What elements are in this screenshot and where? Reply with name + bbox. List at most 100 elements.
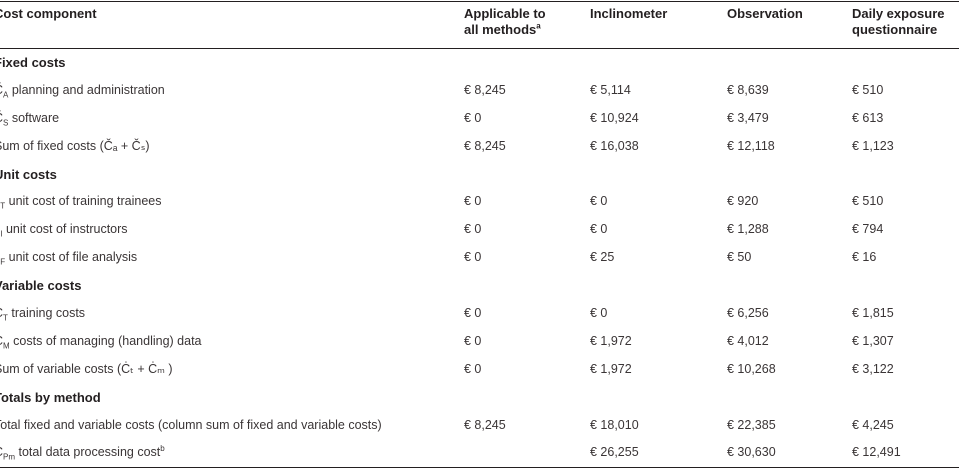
row-label-text: Sum of fixed costs (Čₐ + Čₛ) xyxy=(0,138,150,153)
value-cell: € 1,288 xyxy=(727,222,769,237)
value-cell: € 0 xyxy=(464,306,482,321)
table-row: ČA planning and administration € 8,245 € 5… xyxy=(0,77,959,105)
table-row: cI unit cost of instructors € 0 € 0 € 1,288… xyxy=(0,216,959,244)
header-label: Cost component xyxy=(0,6,97,21)
value-cell: € 8,245 xyxy=(464,82,506,97)
row-label-text: unit cost of file analysis xyxy=(5,250,138,265)
value-cell: € 1,307 xyxy=(852,333,894,348)
row-label: ČS software xyxy=(0,105,59,133)
value-cell: € 30,630 xyxy=(727,445,776,460)
cost-symbol-subscript: T xyxy=(3,313,8,323)
value-cell: € 510 xyxy=(852,194,884,209)
row-label: cT unit cost of training trainees xyxy=(0,188,161,216)
value-cell: € 0 xyxy=(464,222,482,237)
value-cell: € 50 xyxy=(727,250,752,265)
table-bottom-rule xyxy=(0,467,959,468)
value-cell: € 0 xyxy=(590,194,608,209)
table-row: Sum of fixed costs (Čₐ + Čₛ) € 8,245 € 16,… xyxy=(0,133,959,161)
cost-symbol-subscript: S xyxy=(3,118,9,128)
table-header: Cost component Applicable to all methods… xyxy=(0,6,959,46)
table-row: ĊT training costs € 0 € 0 € 6,256 € 1,815 xyxy=(0,300,959,328)
value-cell: € 8,245 xyxy=(464,138,506,153)
value-cell: € 1,815 xyxy=(852,306,894,321)
header-label: Applicable to xyxy=(464,6,546,21)
row-label: Sum of fixed costs (Čₐ + Čₛ) xyxy=(0,133,150,161)
value-cell: € 510 xyxy=(852,82,884,97)
header-label-line2: questionnaire xyxy=(852,22,938,37)
section-heading-text: Variable costs xyxy=(0,278,82,294)
value-cell: € 0 xyxy=(464,361,482,376)
section-row: Unit costs xyxy=(0,161,959,189)
cost-symbol-subscript: Pm xyxy=(3,452,16,462)
footnote-marker-b: b xyxy=(160,444,165,454)
section-row: Fixed costs xyxy=(0,49,959,77)
section-heading-text: Fixed costs xyxy=(0,55,66,70)
row-label-text: unit cost of instructors xyxy=(2,222,128,237)
cost-symbol: Ċ xyxy=(0,306,3,320)
cost-symbol-subscript: M xyxy=(3,341,10,351)
cost-symbol-subscript: I xyxy=(0,229,3,239)
value-cell: € 3,479 xyxy=(727,110,769,125)
table-row: ČS software € 0 € 10,924 € 3,479 € 613 xyxy=(0,105,959,133)
value-cell: € 26,255 xyxy=(590,445,639,460)
header-label: Observation xyxy=(727,6,803,21)
section-row: Totals by method xyxy=(0,384,959,412)
table-row: Total fixed and variable costs (column s… xyxy=(0,412,959,440)
header-label: Daily exposure xyxy=(852,6,945,21)
value-cell: € 0 xyxy=(590,222,608,237)
table-row: CPm total data processing costb € 26,255 €… xyxy=(0,439,959,467)
row-label: ĊT training costs xyxy=(0,300,85,328)
section-heading: Fixed costs xyxy=(0,49,66,77)
cost-symbol: Č xyxy=(0,111,3,125)
table-top-rule xyxy=(0,1,959,2)
value-cell: € 22,385 xyxy=(727,417,776,432)
row-label-text: total data processing cost xyxy=(15,445,161,460)
value-cell: € 920 xyxy=(727,194,759,209)
row-label-text: training costs xyxy=(7,306,86,321)
header-label-line2: all methods xyxy=(464,22,537,37)
row-label: Total fixed and variable costs (column s… xyxy=(0,412,382,440)
cost-symbol-subscript: A xyxy=(3,90,9,100)
value-cell: € 10,924 xyxy=(590,110,639,125)
value-cell: € 1,972 xyxy=(590,361,632,376)
value-cell: € 0 xyxy=(464,110,482,125)
row-label: ČA planning and administration xyxy=(0,77,165,105)
header-daily-exposure: Daily exposure questionnaire xyxy=(852,6,945,38)
table-header-rule xyxy=(0,48,959,49)
cost-symbol-subscript: T xyxy=(0,201,6,211)
table-row: ĊM costs of managing (handling) data € 0 €… xyxy=(0,328,959,356)
header-label: Inclinometer xyxy=(590,6,668,21)
value-cell: € 4,012 xyxy=(727,333,769,348)
row-label-text: software xyxy=(8,110,60,125)
value-cell: € 794 xyxy=(852,222,884,237)
value-cell: € 8,245 xyxy=(464,417,506,432)
footnote-marker-a: a xyxy=(536,21,541,31)
value-cell: € 613 xyxy=(852,110,884,125)
value-cell: € 16 xyxy=(852,250,877,265)
header-cost-component: Cost component xyxy=(0,6,97,22)
section-row: Variable costs xyxy=(0,272,959,300)
row-label-text: Total fixed and variable costs (column s… xyxy=(0,417,382,432)
value-cell: € 12,491 xyxy=(852,445,901,460)
value-cell: € 8,639 xyxy=(727,82,769,97)
value-cell: € 12,118 xyxy=(727,138,775,153)
cost-symbol: Č xyxy=(0,83,3,97)
value-cell: € 18,010 xyxy=(590,417,639,432)
value-cell: € 3,122 xyxy=(852,361,894,376)
section-heading: Variable costs xyxy=(0,272,81,300)
row-label: Sum of variable costs (Ċₜ + Ċₘ ) xyxy=(0,356,173,384)
cost-symbol-subscript: F xyxy=(0,257,6,267)
value-cell: € 6,256 xyxy=(727,306,769,321)
value-cell: € 25 xyxy=(590,250,615,265)
row-label: cI unit cost of instructors xyxy=(0,216,128,244)
section-heading-text: Totals by method xyxy=(0,389,101,405)
section-heading: Totals by method xyxy=(0,384,101,412)
value-cell: € 0 xyxy=(464,250,482,265)
section-heading-text: Unit costs xyxy=(0,166,57,182)
row-label-text: costs of managing (handling) data xyxy=(9,333,202,348)
value-cell: € 16,038 xyxy=(590,138,639,153)
table-row: cT unit cost of training trainees € 0 € 0 €… xyxy=(0,188,959,216)
header-observation: Observation xyxy=(727,6,803,22)
row-label: CPm total data processing costb xyxy=(0,439,165,467)
table-body: Fixed costs ČA planning and administratio… xyxy=(0,49,959,467)
